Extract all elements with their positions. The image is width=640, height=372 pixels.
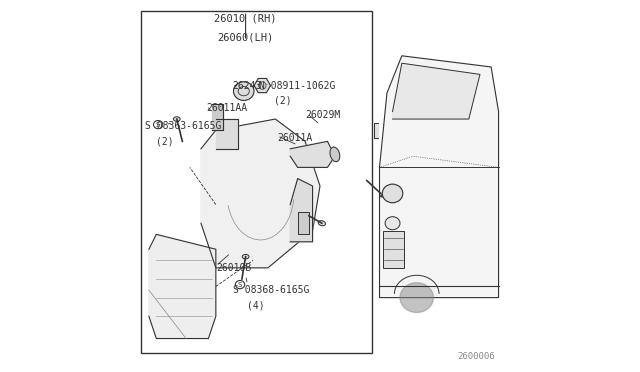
Polygon shape	[212, 104, 223, 130]
Text: S 08363-6165G: S 08363-6165G	[145, 122, 221, 131]
Bar	[141, 11, 372, 353]
Text: S: S	[238, 282, 242, 288]
Ellipse shape	[234, 82, 254, 100]
Text: 26060(LH): 26060(LH)	[218, 32, 274, 42]
Polygon shape	[149, 234, 216, 339]
Text: N 08911-1062G: N 08911-1062G	[259, 81, 335, 90]
Text: S: S	[156, 122, 161, 128]
Polygon shape	[291, 179, 312, 242]
Bar	[383, 231, 404, 268]
Polygon shape	[216, 119, 238, 149]
Text: (2): (2)	[273, 96, 291, 105]
Ellipse shape	[385, 217, 400, 230]
Ellipse shape	[318, 221, 326, 226]
Text: 2600006: 2600006	[457, 352, 495, 361]
Ellipse shape	[382, 184, 403, 203]
Polygon shape	[374, 123, 378, 138]
Text: S 08368-6165G: S 08368-6165G	[232, 285, 309, 295]
Polygon shape	[201, 119, 320, 268]
Text: (4): (4)	[248, 300, 265, 310]
Bar	[298, 212, 309, 234]
Polygon shape	[380, 56, 499, 298]
Ellipse shape	[400, 283, 433, 312]
Ellipse shape	[243, 254, 249, 259]
Text: 26010 (RH): 26010 (RH)	[214, 14, 277, 23]
Ellipse shape	[173, 117, 180, 121]
Text: 26011AA: 26011AA	[207, 103, 248, 113]
Polygon shape	[392, 63, 480, 119]
Text: 26029M: 26029M	[305, 110, 340, 120]
Text: (2): (2)	[156, 137, 174, 146]
Polygon shape	[254, 78, 271, 93]
Text: 26010B: 26010B	[216, 263, 251, 273]
Text: 26243: 26243	[232, 81, 262, 90]
Text: 26011A: 26011A	[277, 133, 312, 142]
Ellipse shape	[330, 147, 340, 162]
Polygon shape	[291, 141, 335, 167]
